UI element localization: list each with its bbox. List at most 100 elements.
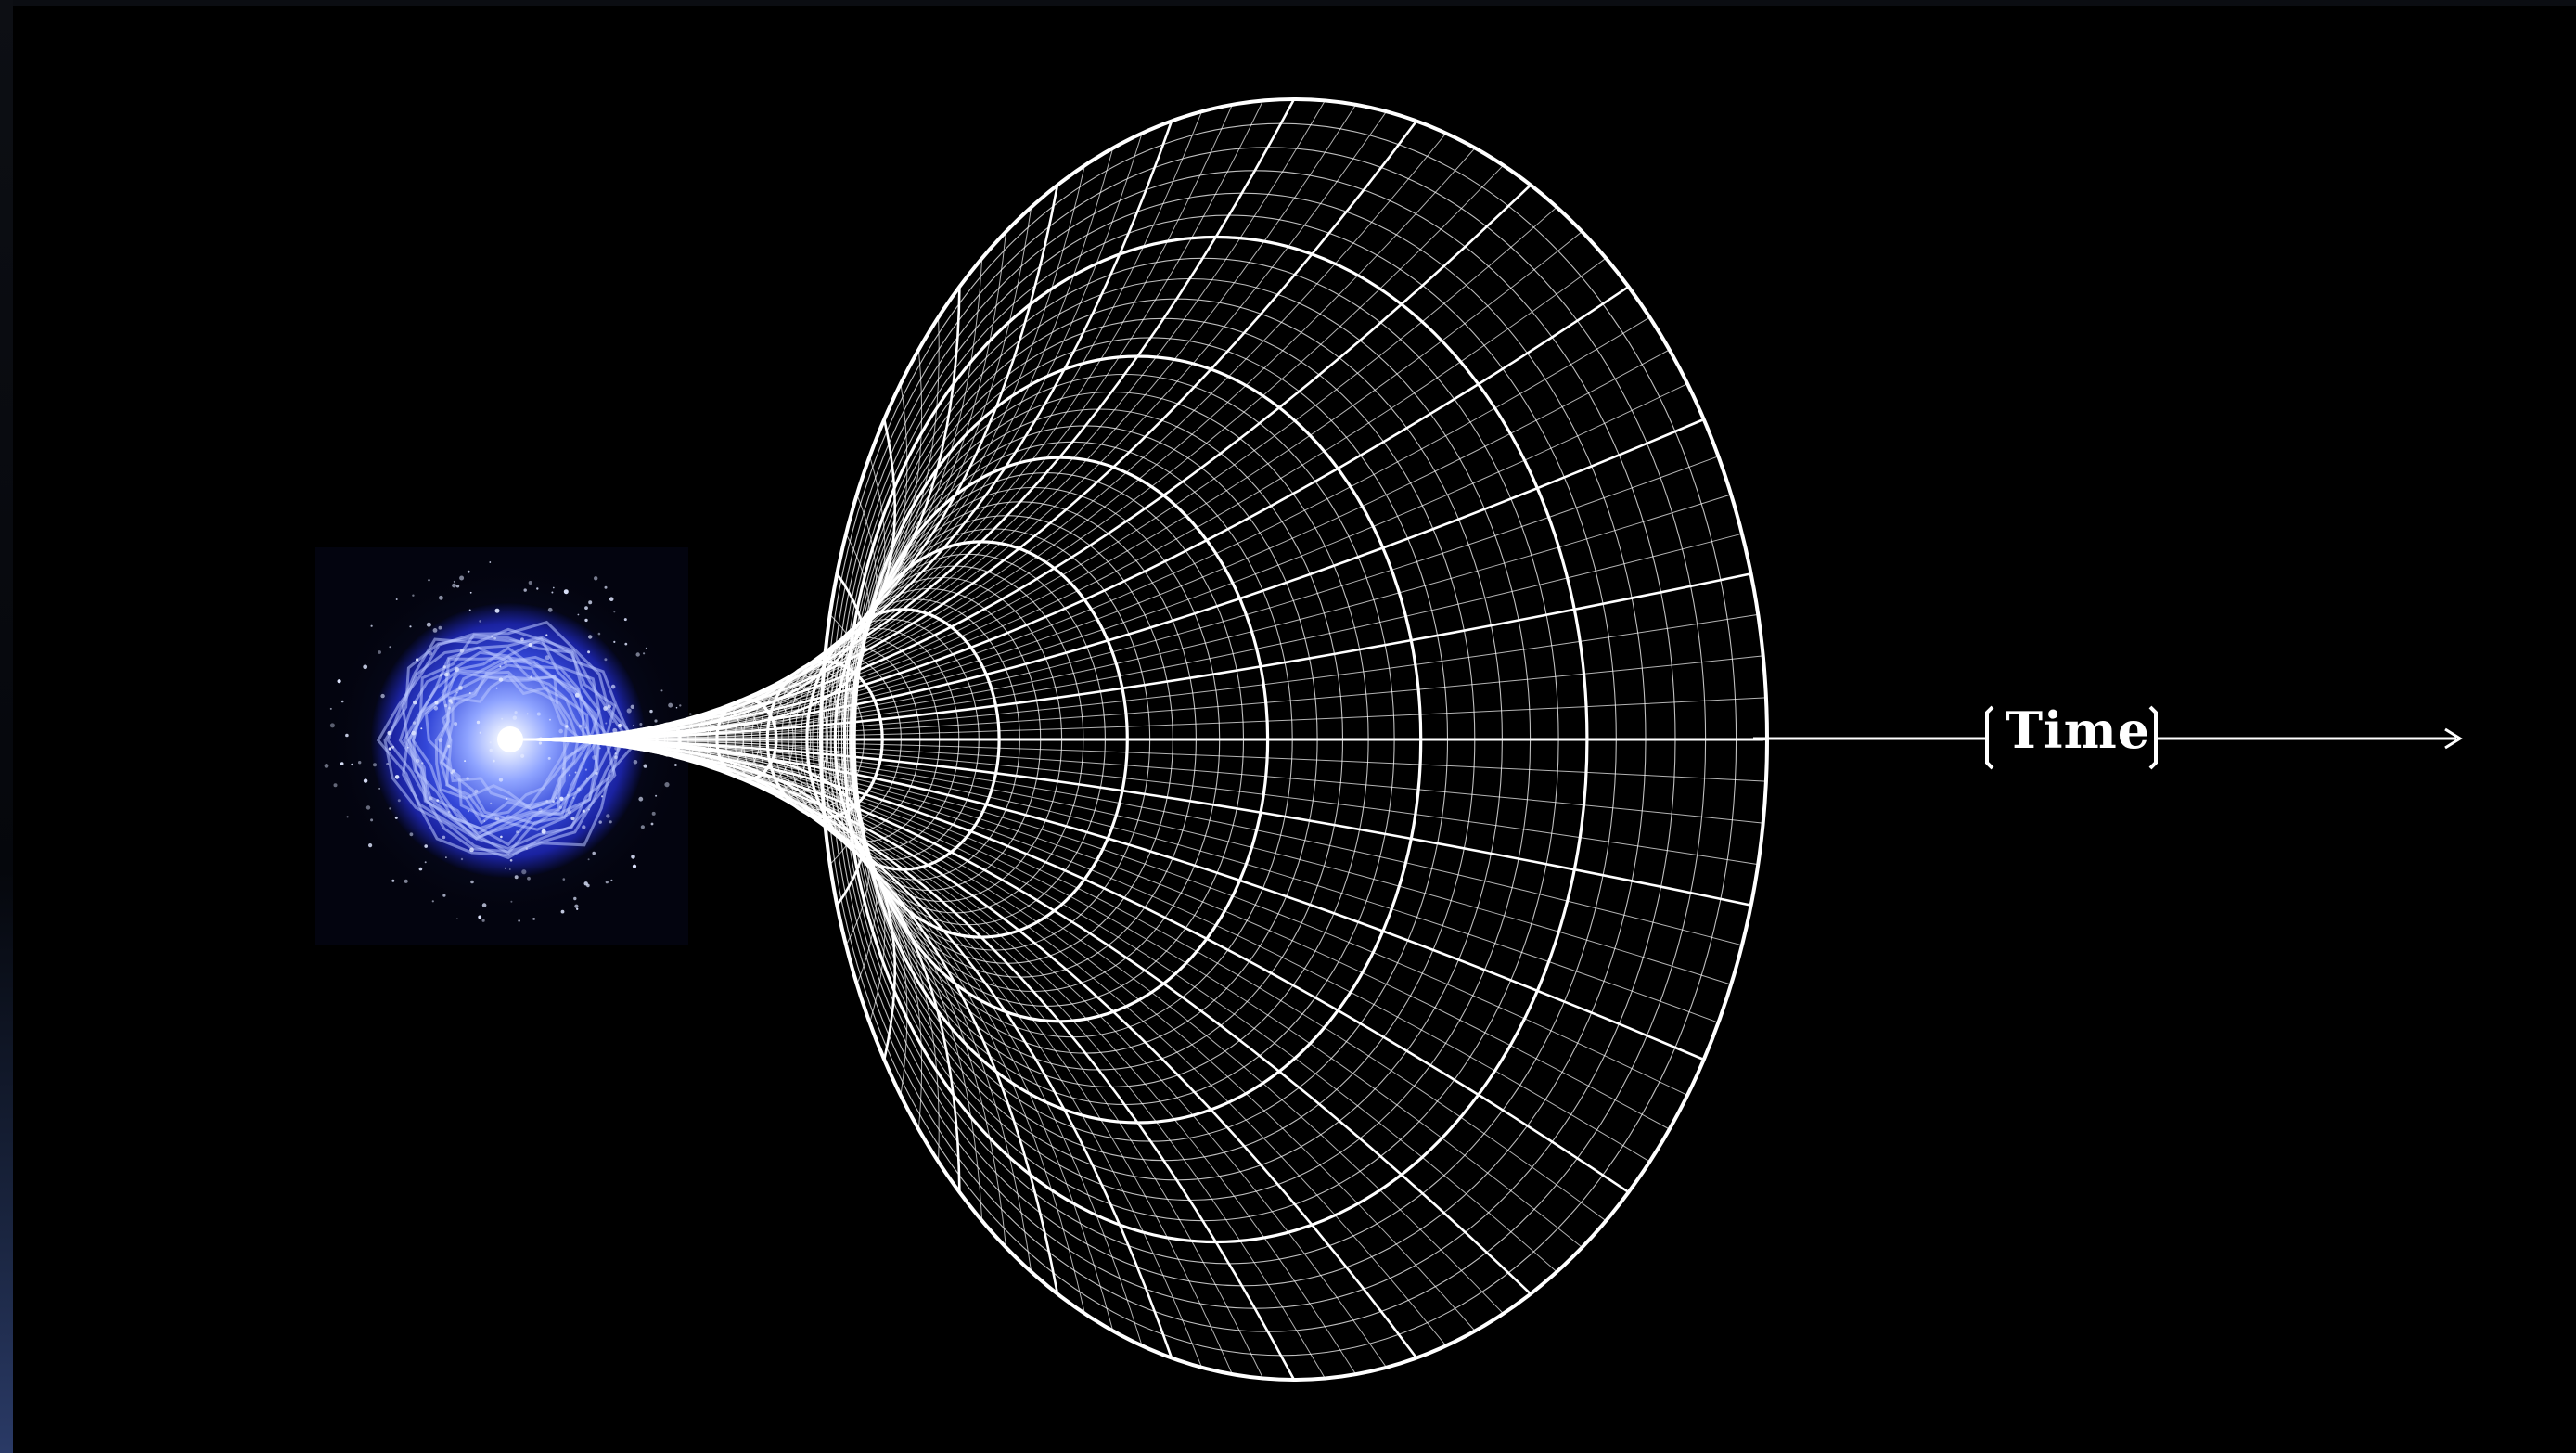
bang-star bbox=[489, 748, 493, 752]
bang-star bbox=[410, 790, 413, 792]
bang-star bbox=[333, 783, 338, 788]
bang-star bbox=[329, 723, 335, 728]
bang-star bbox=[483, 820, 486, 822]
bang-star bbox=[592, 755, 596, 760]
bang-star bbox=[607, 704, 611, 709]
mesh-meridian bbox=[511, 739, 886, 1023]
bang-star bbox=[587, 650, 591, 654]
bang-star bbox=[412, 721, 417, 725]
bang-star bbox=[536, 587, 539, 590]
bang-star bbox=[574, 771, 577, 774]
bang-star bbox=[660, 689, 663, 692]
bang-star bbox=[460, 857, 464, 861]
mesh-meridian bbox=[511, 316, 1650, 740]
bang-star bbox=[498, 778, 504, 782]
bang-star bbox=[545, 799, 548, 803]
bang-star bbox=[605, 722, 608, 725]
bang-star bbox=[551, 591, 554, 594]
mesh-meridian bbox=[510, 572, 1752, 741]
bang-star bbox=[431, 900, 434, 903]
bang-star bbox=[541, 829, 546, 834]
bang-star bbox=[576, 907, 579, 910]
bang-star bbox=[582, 825, 586, 829]
bang-star bbox=[604, 658, 608, 662]
bang-star bbox=[469, 847, 474, 853]
bang-star bbox=[456, 918, 458, 919]
bang-star bbox=[386, 763, 390, 765]
bang-star bbox=[613, 640, 616, 644]
bang-star bbox=[380, 693, 385, 699]
bang-star bbox=[489, 561, 492, 563]
bang-star bbox=[609, 597, 614, 601]
bang-star bbox=[428, 579, 430, 582]
bang-star bbox=[632, 864, 637, 868]
bang-star bbox=[340, 700, 344, 703]
bang-star bbox=[545, 634, 548, 636]
arrow-right-icon bbox=[2444, 727, 2463, 750]
bang-star bbox=[389, 646, 391, 649]
bang-star bbox=[397, 799, 401, 803]
bang-star bbox=[516, 830, 519, 834]
bang-star bbox=[466, 777, 469, 780]
bang-star bbox=[633, 725, 634, 726]
mesh-meridian bbox=[510, 738, 897, 1061]
bang-star bbox=[345, 733, 349, 738]
bang-star bbox=[504, 867, 506, 869]
bang-star bbox=[559, 796, 564, 801]
bang-star bbox=[585, 777, 589, 779]
bang-star bbox=[489, 741, 492, 744]
bang-star bbox=[444, 703, 448, 708]
bang-star bbox=[468, 609, 471, 611]
top-edge bbox=[0, 0, 2576, 6]
bang-star bbox=[506, 798, 508, 800]
bang-star bbox=[442, 894, 446, 897]
bang-star bbox=[436, 799, 440, 802]
bang-star bbox=[558, 805, 563, 809]
bang-star bbox=[351, 763, 354, 766]
bang-star bbox=[394, 775, 400, 779]
bang-star bbox=[481, 919, 485, 922]
bang-star bbox=[576, 787, 581, 791]
bang-star bbox=[630, 704, 634, 709]
bang-star bbox=[532, 918, 535, 920]
time-axis-label: Time bbox=[2005, 701, 2151, 760]
bang-star bbox=[459, 649, 465, 653]
bang-star bbox=[526, 713, 529, 715]
bang-star bbox=[494, 608, 500, 613]
bang-star bbox=[664, 782, 670, 788]
bang-star bbox=[514, 711, 518, 714]
bang-star bbox=[447, 810, 451, 814]
bang-star bbox=[574, 692, 580, 698]
bang-star bbox=[468, 810, 469, 813]
bang-star bbox=[373, 763, 377, 767]
bang-star bbox=[412, 594, 415, 597]
bang-star bbox=[491, 636, 493, 638]
bang-star bbox=[610, 684, 616, 689]
bang-star bbox=[523, 588, 527, 592]
bang-star bbox=[562, 878, 566, 881]
bang-star bbox=[416, 758, 420, 764]
bang-star bbox=[370, 818, 374, 822]
bang-star bbox=[561, 767, 564, 770]
bang-star bbox=[479, 731, 481, 734]
mesh-meridian bbox=[511, 456, 1719, 740]
bang-star bbox=[411, 730, 417, 736]
mesh-meridian bbox=[511, 739, 878, 985]
bang-star bbox=[536, 712, 541, 716]
bang-star bbox=[418, 867, 423, 871]
bang-star bbox=[498, 677, 504, 682]
bang-star bbox=[478, 915, 482, 919]
bang-star bbox=[570, 817, 575, 821]
bang-star bbox=[509, 859, 513, 862]
bang-star bbox=[458, 686, 463, 690]
bang-star bbox=[573, 896, 577, 901]
mesh-meridian bbox=[510, 418, 1705, 741]
mesh-meridian bbox=[511, 494, 1732, 740]
bang-star bbox=[500, 835, 503, 839]
bang-star bbox=[413, 700, 417, 705]
bang-star bbox=[510, 900, 513, 903]
bang-star bbox=[577, 613, 580, 616]
bang-star bbox=[588, 808, 590, 811]
bang-star bbox=[389, 807, 391, 810]
